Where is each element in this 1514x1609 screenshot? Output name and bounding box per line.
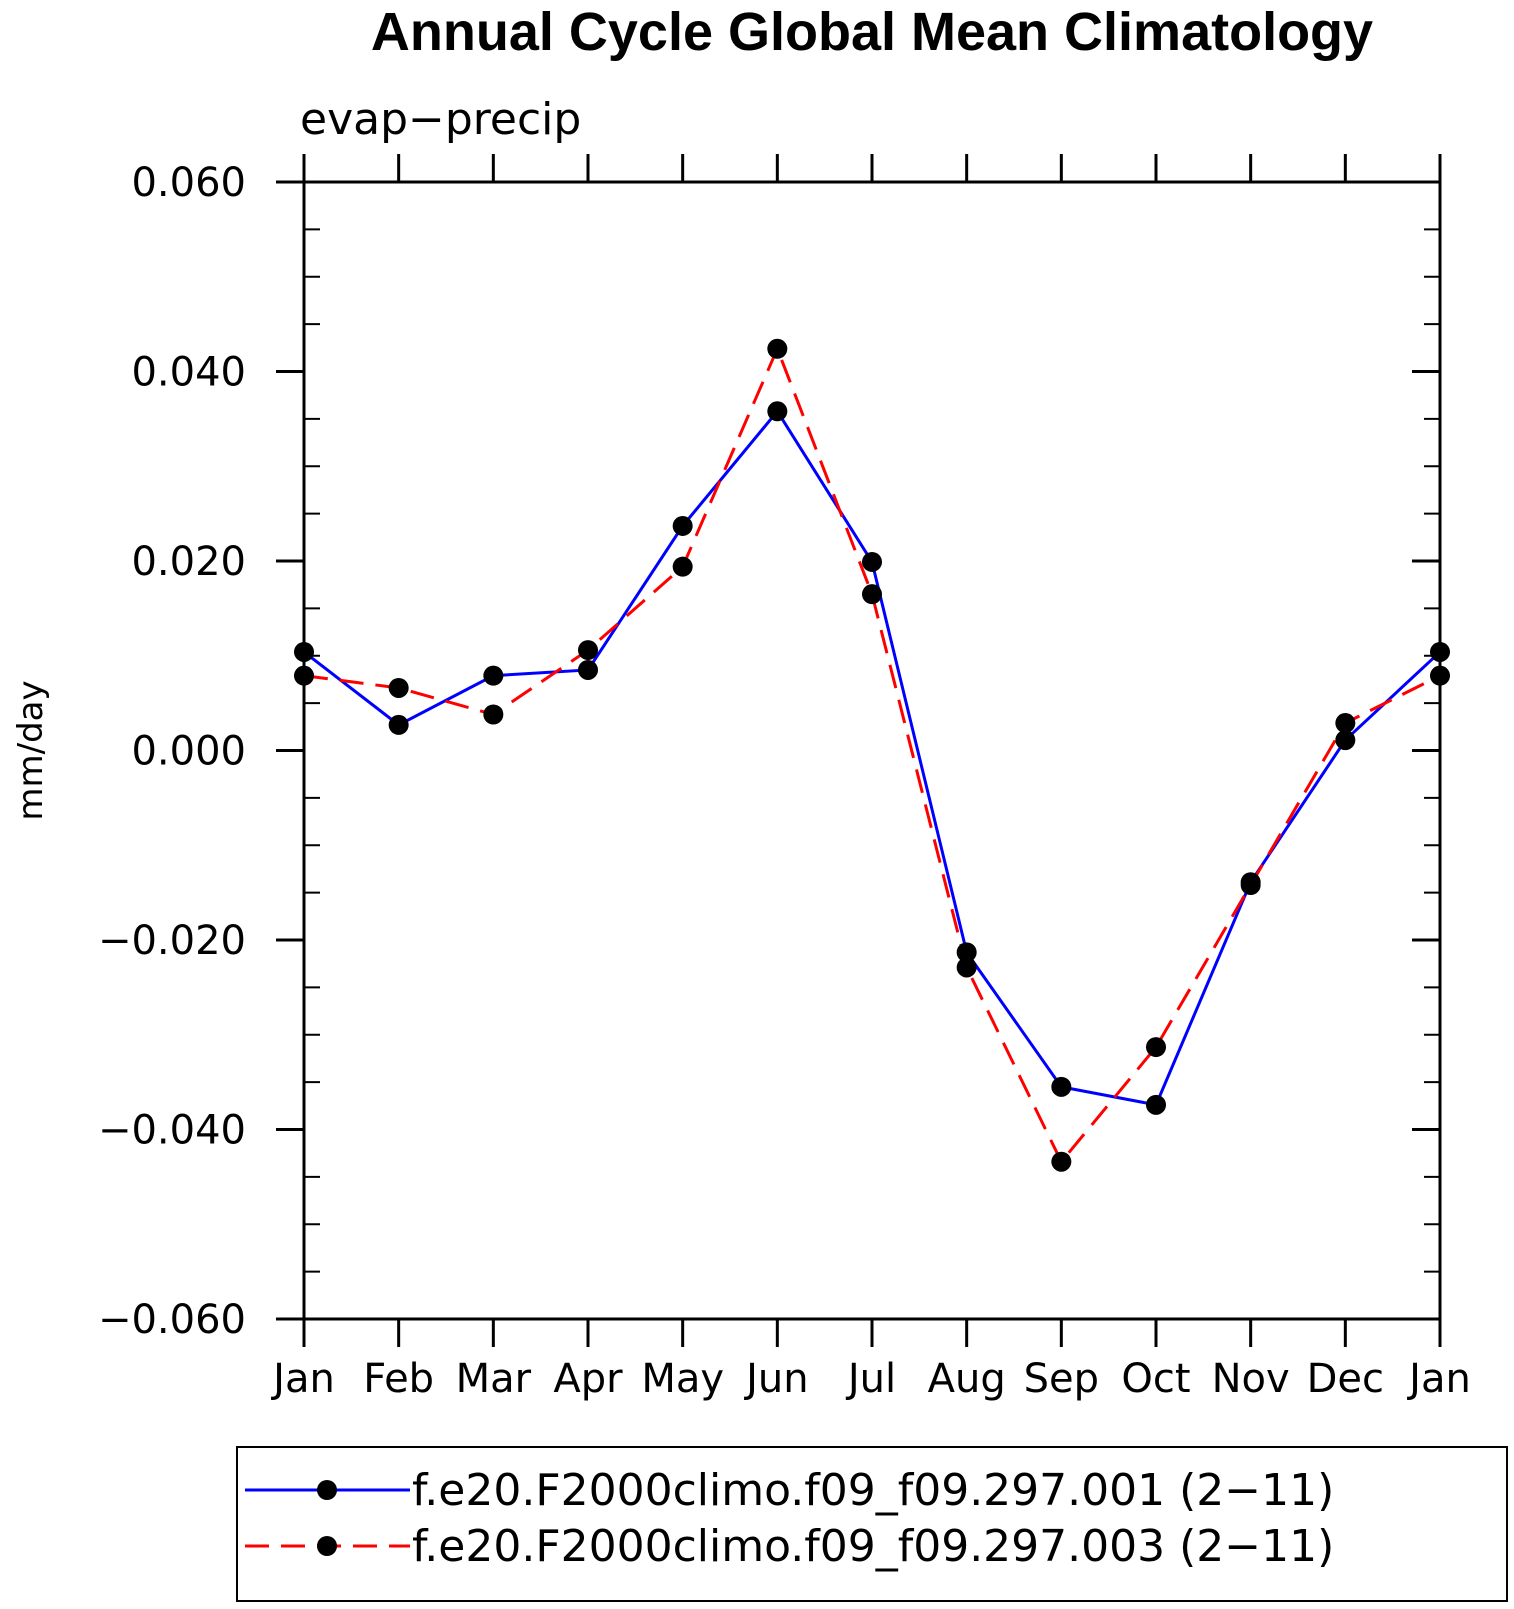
y-tick-label: 0.060 bbox=[131, 160, 246, 206]
series-line-1 bbox=[303, 408, 1442, 1107]
series-1-point bbox=[767, 401, 788, 422]
series-1-point bbox=[1146, 1094, 1166, 1115]
series-1-point bbox=[1335, 730, 1356, 751]
series-2-point bbox=[862, 584, 882, 605]
y-tick-label: −0.040 bbox=[98, 1108, 246, 1154]
y-tick-label: 0.020 bbox=[131, 539, 246, 585]
plot-frame bbox=[302, 180, 1442, 1321]
legend: f.e20.F2000climo.f09_f09.297.001 (2−11)f… bbox=[236, 1446, 1508, 1602]
series-2-point bbox=[578, 640, 598, 661]
y-tick-label: 0.000 bbox=[131, 729, 246, 775]
x-tick-label: Dec bbox=[1307, 1356, 1384, 1402]
x-tick-label: Jan bbox=[270, 1356, 335, 1402]
series-2-point bbox=[388, 677, 409, 698]
series-2-point bbox=[1146, 1037, 1166, 1058]
data-series bbox=[294, 338, 1450, 1172]
axis-ticks bbox=[276, 154, 1442, 1347]
series-2-point bbox=[1051, 1151, 1072, 1172]
series-1-point bbox=[862, 551, 882, 572]
legend-marker-1 bbox=[317, 1480, 337, 1500]
x-tick-label: Aug bbox=[928, 1356, 1006, 1402]
series-1-point bbox=[483, 665, 504, 686]
x-tick-label: May bbox=[641, 1356, 724, 1402]
series-1-point bbox=[956, 942, 977, 963]
y-tick-label: 0.040 bbox=[131, 350, 246, 396]
legend-label-2: f.e20.F2000climo.f09_f09.297.003 (2−11) bbox=[412, 1521, 1334, 1572]
series-2-point bbox=[767, 338, 788, 359]
series-2-point bbox=[672, 556, 693, 577]
series-2-point bbox=[1240, 875, 1261, 896]
series-1-point bbox=[578, 659, 598, 680]
y-tick-label: −0.020 bbox=[98, 918, 246, 964]
y-tick-label: −0.060 bbox=[98, 1297, 246, 1343]
y-axis-label: mm/day bbox=[11, 680, 51, 820]
series-1-point bbox=[294, 641, 314, 662]
plot-border bbox=[302, 180, 1442, 1321]
chart-subtitle: evap−precip bbox=[300, 94, 581, 145]
x-axis-tick-labels: Jan Feb Mar Apr May Jun Jul Aug Sep Oct Nov Dec Jan bbox=[270, 1356, 1471, 1402]
series-1-point bbox=[1430, 641, 1450, 662]
series-2-point bbox=[294, 665, 314, 686]
series-line-2 bbox=[303, 344, 1441, 1165]
x-tick-label: Feb bbox=[363, 1356, 434, 1402]
series-2-point bbox=[956, 957, 977, 978]
legend-marker-2 bbox=[317, 1536, 337, 1556]
series-1-point bbox=[388, 714, 409, 735]
y-axis-tick-labels: 0.060 0.040 0.020 0.000 −0.020 −0.040 −0.060 bbox=[98, 160, 246, 1343]
legend-label-1: f.e20.F2000climo.f09_f09.297.001 (2−11) bbox=[412, 1465, 1334, 1516]
x-tick-label: Jul bbox=[845, 1356, 896, 1402]
x-tick-label: Nov bbox=[1212, 1356, 1290, 1402]
series-2-point bbox=[1430, 665, 1450, 686]
series-2-point bbox=[483, 704, 504, 725]
x-tick-label: Jun bbox=[743, 1356, 809, 1402]
series-1-point bbox=[672, 515, 693, 536]
x-tick-label: Apr bbox=[553, 1356, 623, 1402]
legend-box bbox=[236, 1446, 1508, 1602]
x-tick-label: Jan bbox=[1406, 1356, 1471, 1402]
x-tick-label: Sep bbox=[1024, 1356, 1099, 1402]
chart-title: Annual Cycle Global Mean Climatology bbox=[371, 2, 1373, 62]
x-tick-label: Mar bbox=[456, 1356, 532, 1402]
series-2-point bbox=[1335, 713, 1356, 734]
x-tick-label: Oct bbox=[1121, 1356, 1190, 1402]
series-1-point bbox=[1051, 1076, 1072, 1097]
